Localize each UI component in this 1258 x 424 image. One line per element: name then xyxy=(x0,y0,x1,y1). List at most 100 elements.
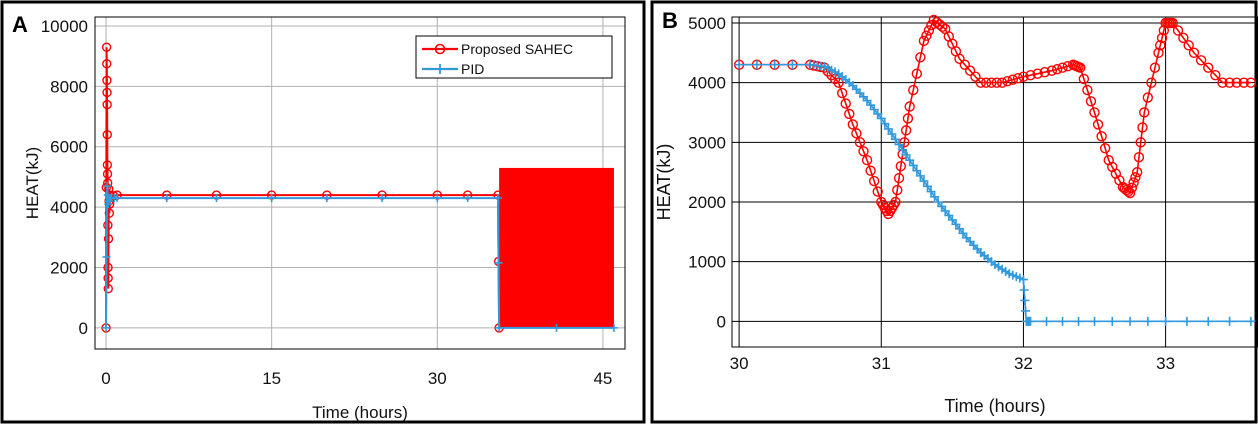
chart-a-x-tick-label: 30 xyxy=(428,369,447,388)
chart-b-series-sahec-point xyxy=(900,125,912,136)
chart-b-series-sahec-point xyxy=(954,53,965,64)
chart-b-series-sahec-point xyxy=(847,119,859,130)
chart-a-series-pid-point xyxy=(162,194,171,203)
chart-b-x-tick-label: 30 xyxy=(730,354,749,373)
chart-a-y-tick-label: 2000 xyxy=(50,258,88,277)
chart-b-series-pid-point xyxy=(1125,316,1135,326)
chart-b-series-sahec-point xyxy=(1018,71,1029,82)
chart-b-series-sahec-point xyxy=(861,155,873,166)
chart-b-series-sahec-point xyxy=(1142,92,1154,103)
chart-b-series-pid-point xyxy=(1018,275,1028,285)
chart-b-series-sahec-point xyxy=(851,128,862,139)
panel-a: 0 15 30 45 0 2000 4000 6000 8000 10000 Time (hours… xyxy=(0,0,646,424)
chart-b-series-pid-point xyxy=(890,134,900,144)
chart-b-series-pid-point xyxy=(1182,316,1192,326)
chart-b-series-sahec-point xyxy=(1133,152,1145,163)
chart-a-series-sahec-point xyxy=(103,220,113,230)
chart-a-series-sahec xyxy=(101,42,614,333)
chart-b-series-pid-point xyxy=(1020,295,1030,305)
chart-b-panel-letter: B xyxy=(662,8,678,33)
chart-b-series-pid-point xyxy=(898,145,908,155)
chart-b-series-sahec-point xyxy=(1155,40,1166,51)
chart-a-plot-box xyxy=(94,16,626,350)
chart-a-legend: Proposed SAHEC PID xyxy=(415,35,613,79)
chart-a-svg: 0 15 30 45 0 2000 4000 6000 8000 10000 Time (hours… xyxy=(0,0,646,424)
chart-b-series-pid-point xyxy=(1074,316,1084,326)
chart-b-series-pid-point xyxy=(926,187,936,197)
chart-a-series-pid-point xyxy=(212,194,221,203)
chart-b-y-tick-label: 1000 xyxy=(688,253,726,272)
chart-b-series-sahec-point xyxy=(1203,62,1214,73)
chart-b-y-tick-label: 0 xyxy=(717,312,726,331)
chart-a-series-pid-point xyxy=(322,194,331,203)
chart-b-series-sahec-point xyxy=(1146,77,1157,88)
chart-b-series-pid-point xyxy=(787,60,797,70)
chart-b-series-sahec-point xyxy=(1123,186,1134,197)
chart-a-series-sahec-oscillation-band xyxy=(499,167,614,328)
chart-b-series-sahec-point xyxy=(996,77,1008,88)
chart-b-series-sahec-point xyxy=(975,77,986,88)
chart-b-series-sahec-point xyxy=(890,196,901,208)
chart-b-series-pid-point xyxy=(1225,316,1235,326)
chart-a-series-pid-point xyxy=(494,258,503,267)
chart-b-series-sahec-point xyxy=(923,25,935,36)
chart-b-series-pid-point xyxy=(1021,306,1031,316)
chart-a-series-pid-point xyxy=(433,194,442,203)
chart-b-series-sahec-point xyxy=(1217,77,1228,88)
chart-b-x-tick-label: 31 xyxy=(872,354,891,373)
chart-a-x-tick-label: 45 xyxy=(593,369,612,388)
chart-b-series-pid-point xyxy=(1090,316,1100,326)
chart-b-series-pid-point xyxy=(1246,316,1256,326)
chart-b-series-sahec-point xyxy=(921,30,932,41)
chart-b-series-sahec-point xyxy=(1139,107,1150,118)
chart-a-x-tick-label: 15 xyxy=(262,369,281,388)
chart-b-series-sahec-point xyxy=(1238,77,1249,88)
chart-a-series-pid-point xyxy=(495,323,504,332)
chart-b-series-sahec-point xyxy=(1172,25,1184,36)
chart-b-series-pid-point xyxy=(905,155,915,165)
chart-b-series-sahec-point xyxy=(986,77,997,88)
chart-b-series-pid-point xyxy=(1026,316,1036,326)
chart-a-panel-letter: A xyxy=(12,12,28,37)
chart-a-y-tick-label: 6000 xyxy=(50,138,88,157)
chart-b-series-sahec-point xyxy=(1099,143,1111,154)
chart-a-legend-item-sahec: Proposed SAHEC xyxy=(422,41,573,57)
chart-b-series-sahec-point xyxy=(1128,177,1139,188)
chart-a-series-sahec-point xyxy=(101,42,112,52)
chart-b-series-sahec-point xyxy=(1130,172,1141,183)
chart-b-series-sahec-point xyxy=(1183,40,1194,51)
chart-b-series-sahec-point xyxy=(844,108,855,120)
chart-a-series-sahec-point xyxy=(102,169,113,179)
chart-a-series-sahec-point xyxy=(103,283,113,294)
chart-a-y-tick-label: 8000 xyxy=(50,77,88,96)
chart-a-y-tick-label: 4000 xyxy=(50,198,88,217)
chart-a-series-sahec-point xyxy=(104,208,115,218)
chart-a-series-pid-point xyxy=(494,194,503,203)
chart-b-series-sahec-point xyxy=(964,65,976,76)
chart-b-series-sahec-point xyxy=(895,160,907,172)
chart-b-series-sahec-point xyxy=(1007,74,1018,85)
chart-b-series-sahec-point xyxy=(872,186,883,197)
chart-a-series-sahec-point xyxy=(102,59,112,69)
chart-b-series-sahec-point xyxy=(980,77,992,88)
chart-b-series-sahec-point xyxy=(926,20,937,31)
chart-b-x-tick-label: 32 xyxy=(1014,354,1033,373)
chart-a-series-pid-point xyxy=(102,323,111,332)
chart-b-series-sahec-point xyxy=(1210,69,1221,81)
chart-b-series-pid-point xyxy=(770,60,780,70)
chart-b-series-sahec-point xyxy=(1124,187,1136,199)
chart-b-series-sahec-point xyxy=(868,175,880,187)
chart-b-series-pid-point xyxy=(912,166,922,176)
chart-b-series-pid-point xyxy=(1107,316,1117,326)
chart-b-series-sahec-point xyxy=(1224,77,1235,88)
chart-b-series-sahec-point xyxy=(959,59,970,70)
chart-b-plot-box xyxy=(731,16,1258,348)
chart-b-y-axis-label: HEAT(kJ) xyxy=(654,144,674,221)
chart-b-series-sahec-point xyxy=(1089,107,1100,118)
chart-b-series-sahec-point xyxy=(1188,47,1200,59)
chart-a-legend-label: PID xyxy=(461,61,484,77)
chart-b-series-sahec-point xyxy=(854,137,866,148)
chart-b-series-sahec-point xyxy=(1195,55,1207,66)
chart-a-series-pid-point xyxy=(267,194,276,203)
chart-b-series-sahec-point xyxy=(1092,119,1104,130)
